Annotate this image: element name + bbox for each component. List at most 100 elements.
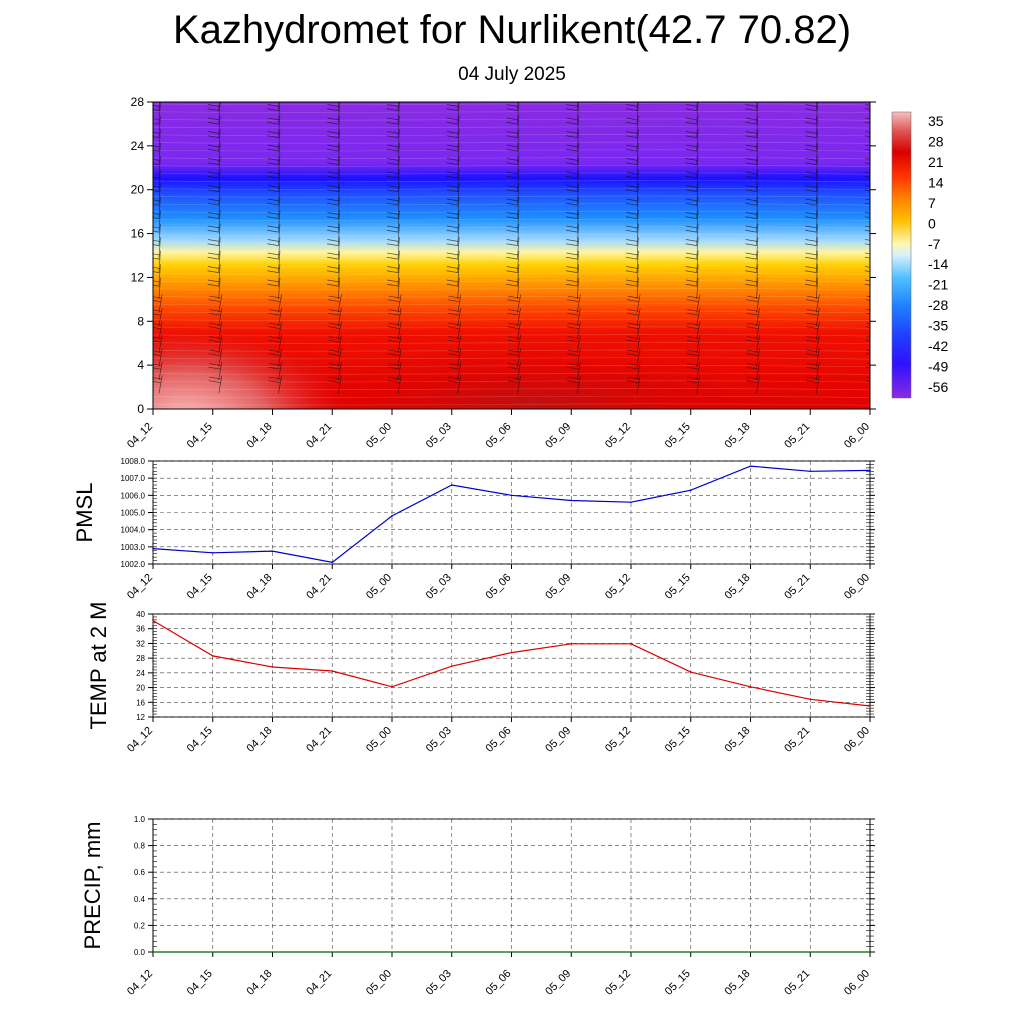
- hot-spot: [153, 325, 354, 409]
- wind-barb: [386, 277, 400, 300]
- wind-barb: [567, 361, 581, 381]
- wind-barb: [208, 375, 223, 394]
- x-tick-label: 06_00: [842, 968, 872, 998]
- y-axis-label: PMSL: [72, 483, 97, 543]
- wind-barb: [268, 294, 282, 313]
- wind-barb: [686, 361, 701, 381]
- wind-barb: [447, 294, 462, 313]
- x-tick-label: 06_00: [842, 725, 872, 755]
- colorbar-label: -28: [928, 297, 948, 313]
- wind-barb: [208, 334, 223, 354]
- x-tick-label: 05_06: [484, 421, 514, 451]
- x-tick-label: 05_15: [663, 725, 693, 755]
- wind-barb: [153, 277, 161, 300]
- y-tick-label: 0: [137, 402, 144, 416]
- colorbar-label: -21: [928, 277, 948, 293]
- data-point: [152, 547, 154, 550]
- x-tick-label: 04_12: [125, 725, 155, 755]
- data-point: [391, 515, 393, 517]
- wind-barb: [864, 266, 870, 272]
- wind-barb: [328, 375, 342, 394]
- y-tick-label: 24: [131, 139, 145, 153]
- y-tick-label: 1008.0: [121, 457, 146, 466]
- wind-barb: [567, 334, 581, 354]
- y-tick-label: 1007.0: [121, 474, 146, 483]
- x-tick-label: 04_18: [245, 725, 275, 755]
- y-tick-label: 12: [131, 270, 145, 284]
- y-tick-label: 0.6: [134, 868, 146, 877]
- data-point: [331, 670, 334, 672]
- y-tick-label: 1.0: [134, 815, 146, 824]
- wind-barb: [864, 185, 870, 191]
- wind-barb: [806, 294, 820, 313]
- wind-barb: [153, 321, 163, 340]
- wind-barb: [153, 375, 163, 394]
- contour-line: [153, 157, 870, 160]
- x-tick-label: 05_15: [663, 968, 693, 998]
- wind-barb: [746, 307, 760, 327]
- x-tick-label: 05_12: [603, 968, 633, 998]
- wind-barb: [865, 376, 870, 382]
- x-tick-label: 05_06: [484, 968, 514, 998]
- wind-barb: [686, 294, 701, 313]
- colorbar-label: 21: [928, 154, 944, 170]
- colorbar-label: 35: [928, 113, 944, 129]
- wind-barb: [864, 212, 870, 218]
- data-point: [211, 655, 214, 657]
- wind-barb: [746, 321, 760, 340]
- y-tick-label: 36: [136, 625, 145, 634]
- temp-panel: 04_12 04_15 04_18 04_21 05_00 05_03 05_06 05_09…: [86, 602, 875, 755]
- heatmap-field: [153, 102, 870, 409]
- contour-line: [153, 295, 870, 298]
- x-tick-label: 04_18: [245, 421, 275, 451]
- wind-barb: [507, 321, 521, 340]
- wind-barb: [686, 348, 701, 367]
- y-axis-label: PRECIP, mm: [80, 822, 105, 950]
- x-tick-label: 04_18: [245, 572, 275, 602]
- wind-barb: [864, 279, 870, 286]
- wind-barb: [685, 277, 699, 300]
- wind-barb: [507, 375, 521, 394]
- wind-barb: [507, 294, 521, 313]
- data-point: [152, 619, 154, 622]
- contour-line: [153, 141, 870, 144]
- wind-barb: [387, 375, 402, 394]
- y-tick-label: 28: [131, 95, 145, 109]
- wind-barb: [864, 131, 870, 137]
- wind-barb: [686, 334, 701, 354]
- wind-barb: [208, 361, 223, 381]
- wind-barb: [387, 334, 402, 354]
- wind-barb: [507, 334, 521, 354]
- data-point: [570, 499, 573, 502]
- data-point: [450, 665, 453, 668]
- wind-barb: [864, 171, 870, 178]
- x-tick-label: 04_12: [125, 572, 155, 602]
- y-tick-label: 16: [136, 698, 145, 707]
- wind-barb: [153, 307, 163, 327]
- wind-barb: [567, 307, 581, 327]
- precip-panel: 04_12 04_15 04_18 04_21 05_00 05_03 05_06 05_09…: [80, 815, 875, 998]
- x-tick-label: 05_09: [543, 968, 573, 998]
- wind-barb: [447, 307, 462, 327]
- wind-barb: [864, 252, 870, 259]
- y-tick-label: 8: [137, 314, 144, 328]
- wind-barb: [387, 307, 402, 327]
- data-point: [869, 705, 871, 707]
- data-point: [749, 465, 752, 467]
- wind-barb: [387, 294, 402, 313]
- wind-barb: [567, 294, 581, 313]
- x-tick-label: 04_15: [185, 725, 215, 755]
- wind-barb: [686, 375, 701, 394]
- wind-barb: [566, 277, 580, 300]
- x-tick-label: 05_03: [424, 725, 454, 755]
- chart-subtitle: 04 July 2025: [458, 64, 566, 85]
- x-tick-label: 05_12: [603, 725, 633, 755]
- data-point: [391, 686, 393, 688]
- wind-barb: [268, 348, 282, 367]
- wind-barb: [507, 307, 521, 327]
- y-tick-label: 0.2: [134, 921, 146, 930]
- wind-barb: [806, 321, 820, 340]
- colorbar-label: 28: [928, 133, 944, 149]
- x-tick-label: 05_15: [663, 572, 693, 602]
